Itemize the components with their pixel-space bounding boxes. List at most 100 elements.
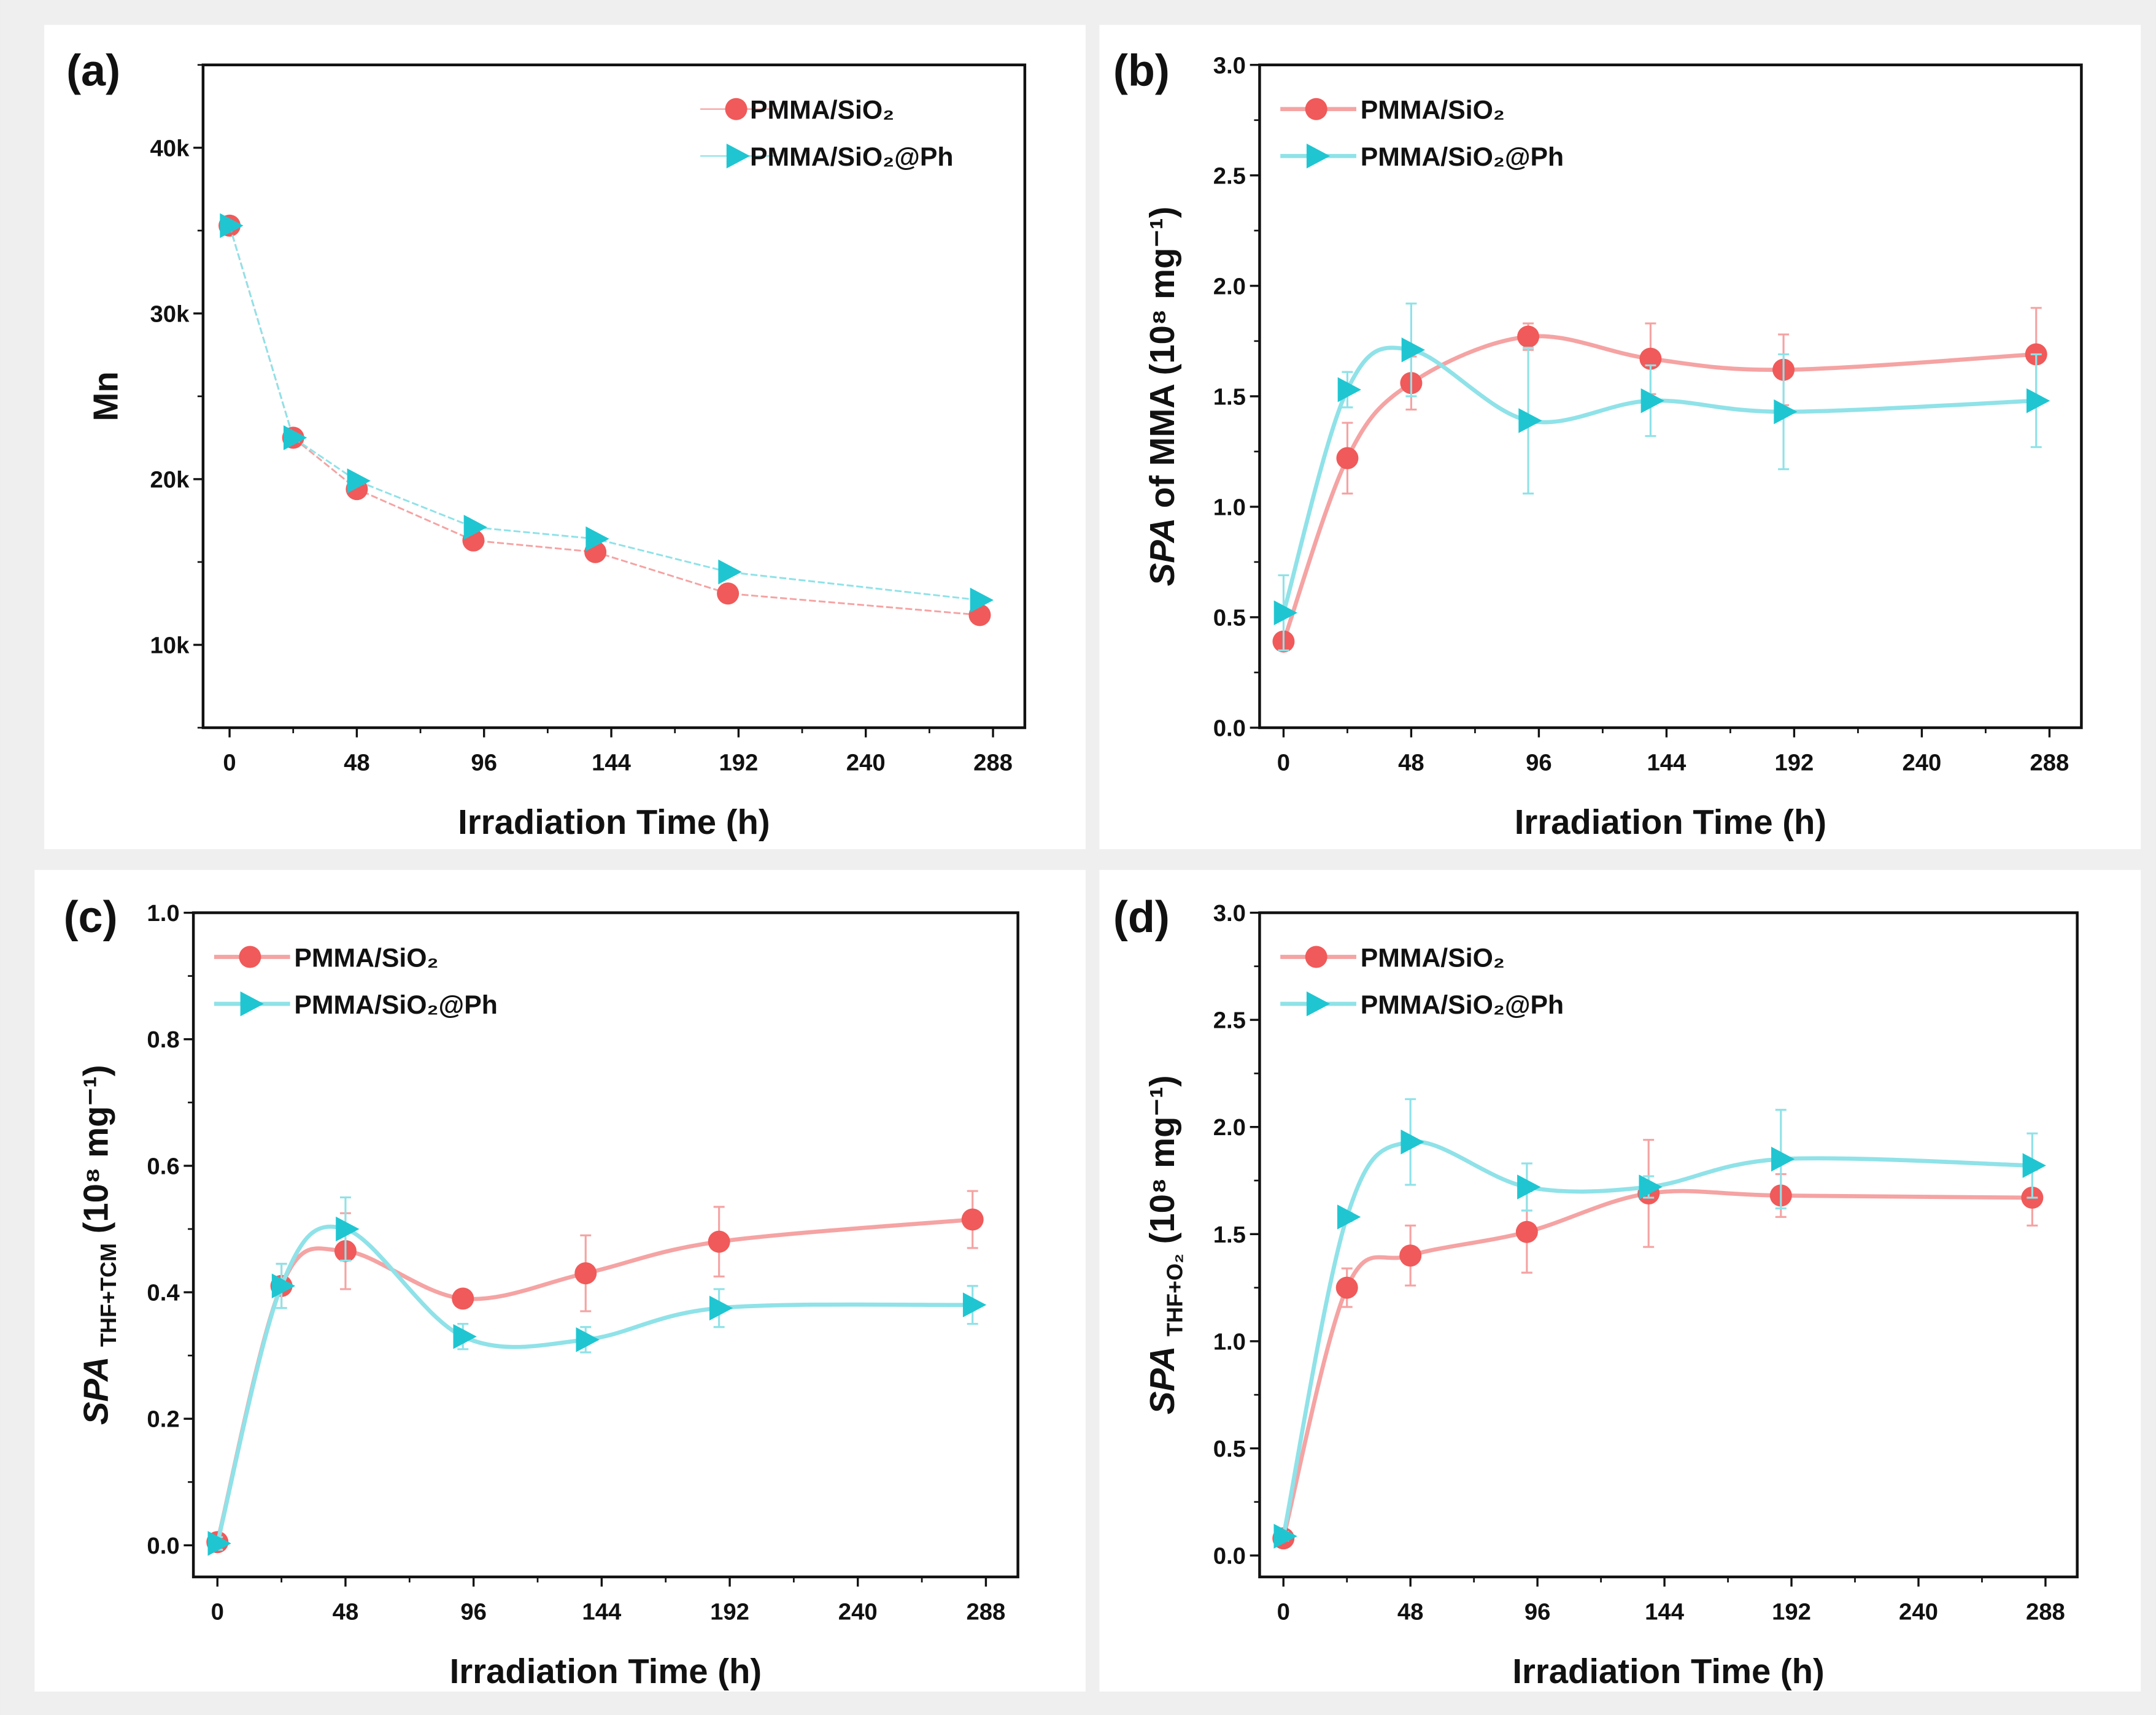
plot-frame [1258, 911, 2079, 1579]
data-point [1336, 447, 1359, 469]
y-tick-label: 2.5 [1213, 163, 1246, 189]
x-axis-title: Irradiation Time (h) [1515, 803, 1826, 841]
x-tick-label: 288 [973, 750, 1013, 776]
chart-panel-b: (b) 0 48 96 144 192 240 288 0.0 0.5 1.0 1.5 2.0 2.5 3.… [1099, 25, 2141, 849]
x-tick-label: 96 [1526, 750, 1552, 776]
panel-label: (b) [1113, 47, 1170, 96]
panel-label: (c) [64, 893, 118, 942]
data-point [1639, 347, 1662, 370]
legend-marker [726, 144, 751, 169]
legend-label: PMMA/SiO₂ [750, 96, 894, 125]
y-axis-title-units: (10⁸ mg⁻¹) [77, 1065, 115, 1243]
data-point [1518, 408, 1542, 433]
x-tick-label: 48 [344, 750, 370, 776]
x-tick-label: 48 [333, 1599, 359, 1625]
data-point [1401, 337, 1425, 363]
y-tick-label: 0.0 [147, 1533, 179, 1559]
x-tick-label: 192 [710, 1599, 749, 1625]
x-tick-label: 96 [460, 1599, 487, 1625]
legend-label: PMMA/SiO₂ [294, 943, 438, 973]
y-axis-title-main [77, 1347, 115, 1357]
y-tick-label: 20k [150, 466, 190, 493]
x-tick-label: 240 [1903, 750, 1942, 776]
data-point [1273, 1524, 1297, 1549]
data-point [1335, 1276, 1358, 1299]
y-axis-title: SPA THF+O₂ (10⁸ mg⁻¹) [1143, 1075, 1188, 1414]
data-point [1774, 399, 1798, 425]
y-tick-label: 0.0 [1213, 715, 1246, 741]
legend-marker [239, 946, 261, 968]
data-point [1337, 377, 1361, 403]
series-pmma-sio2: PMMA/SiO₂ [218, 96, 991, 626]
panel-label: (d) [1113, 893, 1170, 942]
data-point [1517, 1174, 1541, 1200]
chart-panel-a: (a) 0 48 96 144 192 240 288 10k 20k 30k 40k Irradiat… [44, 25, 1086, 849]
x-tick-label: 240 [1899, 1599, 1938, 1625]
x-tick-label: 96 [471, 750, 497, 776]
x-tick-label: 144 [1647, 750, 1687, 776]
data-point [708, 1230, 730, 1253]
y-tick-label: 1.0 [147, 900, 179, 927]
legend-label: PMMA/SiO₂@Ph [750, 142, 953, 172]
x-tick-label: 192 [1772, 1599, 1811, 1625]
legend-marker [1306, 991, 1331, 1017]
x-tick-label: 48 [1397, 1599, 1424, 1625]
y-tick-label: 1.0 [1213, 1328, 1246, 1355]
legend-marker [240, 991, 264, 1017]
y-tick-label: 3.0 [1213, 52, 1246, 79]
data-point [1337, 1204, 1361, 1230]
series-pmma-sio2: PMMA/SiO₂ [1272, 96, 2047, 653]
data-point [717, 582, 740, 605]
data-point [1515, 1220, 1538, 1243]
panel-background [1099, 25, 2141, 849]
y-axis-title: SPA THF+TCM (10⁸ mg⁻¹) [77, 1065, 122, 1425]
data-point [283, 425, 307, 450]
y-tick-label: 0.6 [147, 1153, 179, 1179]
data-point [220, 213, 244, 238]
y-tick-label: 2.0 [1213, 273, 1246, 299]
y-tick-label: 1.5 [1213, 1222, 1246, 1248]
y-tick-label: 0.0 [1213, 1543, 1246, 1570]
data-point [2022, 1153, 2046, 1178]
data-point [962, 1292, 987, 1317]
y-axis-title-subscript: THF+TCM [96, 1243, 121, 1347]
y-axis-title-units: (10⁸ mg⁻¹) [1143, 1075, 1181, 1254]
y-tick-label: 3.0 [1213, 900, 1246, 927]
data-point [2026, 388, 2050, 414]
y-tick-label: 2.0 [1213, 1114, 1246, 1141]
data-point [453, 1324, 477, 1349]
x-axis-title: Irradiation Time (h) [450, 1652, 762, 1690]
x-tick-label: 288 [967, 1599, 1006, 1625]
y-axis-title-subscript: THF+O₂ [1162, 1254, 1187, 1336]
y-axis-title-italic: SPA [77, 1357, 115, 1425]
chart-panel-d: (d) 0 48 96 144 192 240 288 0.0 0.5 1.0 1.5 2.0 2.5 3.… [1099, 869, 2141, 1692]
panel-background [44, 25, 1086, 849]
panel-label: (a) [66, 47, 120, 96]
y-tick-label: 0.2 [147, 1406, 179, 1433]
series-pmma-sio2-ph: PMMA/SiO₂@Ph [1273, 142, 2050, 652]
data-point [1399, 1244, 1422, 1267]
x-tick-label: 0 [1277, 750, 1290, 776]
plot-frame [1258, 63, 2083, 730]
x-tick-label: 48 [1398, 750, 1424, 776]
data-point [1771, 1146, 1795, 1172]
data-point [574, 1262, 597, 1285]
y-tick-label: 0.5 [1213, 1436, 1246, 1462]
series-pmma-sio2-ph: PMMA/SiO₂@Ph [207, 990, 987, 1556]
data-point [970, 587, 994, 613]
legend-label: PMMA/SiO₂ [1361, 96, 1505, 125]
y-tick-label: 2.5 [1213, 1008, 1246, 1034]
data-point [463, 514, 487, 540]
data-point [709, 1295, 733, 1321]
data-point [585, 526, 609, 552]
x-tick-label: 288 [2030, 750, 2069, 776]
y-tick-label: 0.4 [147, 1280, 180, 1306]
data-point [271, 1273, 296, 1298]
y-axis-title-main: Mn [86, 371, 125, 421]
x-tick-label: 0 [211, 1599, 224, 1625]
legend-label: PMMA/SiO₂ [1361, 943, 1505, 973]
x-tick-label: 144 [582, 1599, 622, 1625]
legend-label: PMMA/SiO₂@Ph [1361, 990, 1564, 1020]
data-point [207, 1531, 231, 1556]
